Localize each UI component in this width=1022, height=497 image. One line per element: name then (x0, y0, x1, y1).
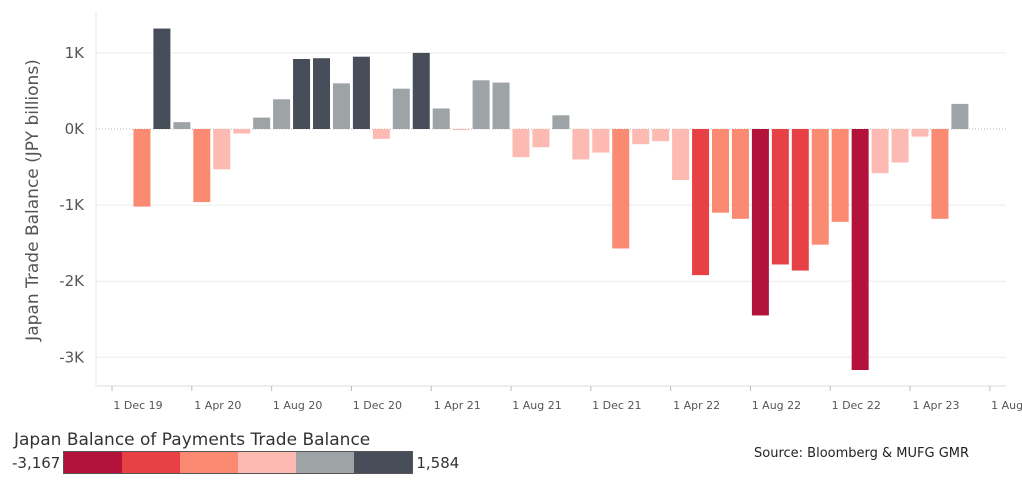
x-tick-label: 1 Dec 19 (113, 399, 162, 412)
y-tick-label: -2K (59, 272, 85, 290)
bar (592, 129, 610, 153)
x-tick-label: 1 Apr 23 (913, 399, 960, 412)
bar (851, 129, 869, 371)
bar (672, 129, 690, 180)
legend-swatch (296, 452, 355, 473)
bar (293, 58, 311, 129)
gridlines (96, 52, 1006, 358)
legend-swatch (238, 452, 297, 473)
bar (193, 129, 211, 203)
x-axis: 1 Dec 19 1 Apr 20 1 Aug 20 1 Dec 20 1 Apr 21… (96, 385, 1022, 412)
bar (951, 103, 969, 129)
bar (751, 129, 769, 316)
legend-swatch (354, 452, 413, 473)
bar (253, 117, 271, 129)
bar (452, 129, 470, 130)
bar (652, 129, 670, 142)
y-axis: 1K 0K -1K -2K -3K (59, 12, 97, 386)
x-tick-label: 1 Aug 23 (991, 399, 1022, 412)
bar (392, 88, 410, 129)
bar (492, 82, 510, 129)
legend-swatches (63, 451, 414, 474)
bar (352, 56, 370, 129)
bar (911, 129, 929, 137)
bars (133, 28, 969, 371)
legend-swatch (64, 452, 123, 473)
legend-swatch (122, 452, 181, 473)
legend-max-label: 1,584 (416, 453, 460, 472)
bar (831, 129, 849, 222)
bar (712, 129, 729, 213)
bar (472, 80, 490, 129)
legend-min-label: -3,167 (12, 453, 61, 472)
legend-title: Japan Balance of Payments Trade Balance (14, 430, 371, 450)
bar (233, 129, 251, 134)
color-legend: Japan Balance of Payments Trade Balance … (12, 430, 459, 474)
bar (931, 129, 949, 219)
x-tick-label: 1 Dec 20 (353, 399, 402, 412)
bar (692, 129, 710, 276)
bar (871, 129, 889, 174)
bar (412, 52, 430, 129)
bar (612, 129, 630, 249)
bar (731, 129, 749, 219)
legend-scale: -3,167 1,584 (12, 451, 459, 474)
legend-swatch (180, 452, 239, 473)
y-axis-label: Japan Trade Balance (JPY billions) (23, 59, 43, 342)
bar (572, 129, 590, 160)
bar (811, 129, 829, 245)
bar (532, 129, 550, 148)
x-tick-label: 1 Dec 22 (832, 399, 881, 412)
bar (771, 129, 789, 265)
bar (372, 129, 390, 139)
x-tick-label: 1 Dec 21 (592, 399, 641, 412)
x-tick-label: 1 Apr 20 (194, 399, 241, 412)
x-tick-label: 1 Aug 22 (752, 399, 801, 412)
x-tick-label: 1 Apr 22 (673, 399, 720, 412)
bar (891, 129, 909, 163)
bar (552, 115, 570, 129)
bar (153, 28, 171, 129)
y-tick-label: -3K (59, 348, 85, 366)
x-tick-label: 1 Apr 21 (434, 399, 481, 412)
bar (632, 129, 650, 145)
bar (213, 129, 231, 170)
bar (173, 122, 191, 129)
x-tick-label: 1 Aug 21 (512, 399, 561, 412)
bar (432, 108, 450, 129)
bar (512, 129, 530, 158)
bar (273, 99, 291, 129)
bar (791, 129, 809, 271)
bar (133, 129, 151, 207)
x-tick-label: 1 Aug 20 (273, 399, 322, 412)
y-tick-label: -1K (59, 196, 85, 214)
source-note: Source: Bloomberg & MUFG GMR (754, 446, 970, 461)
y-tick-label: 0K (65, 120, 86, 138)
bar (332, 83, 350, 129)
bar (313, 58, 330, 129)
y-tick-label: 1K (65, 44, 86, 62)
